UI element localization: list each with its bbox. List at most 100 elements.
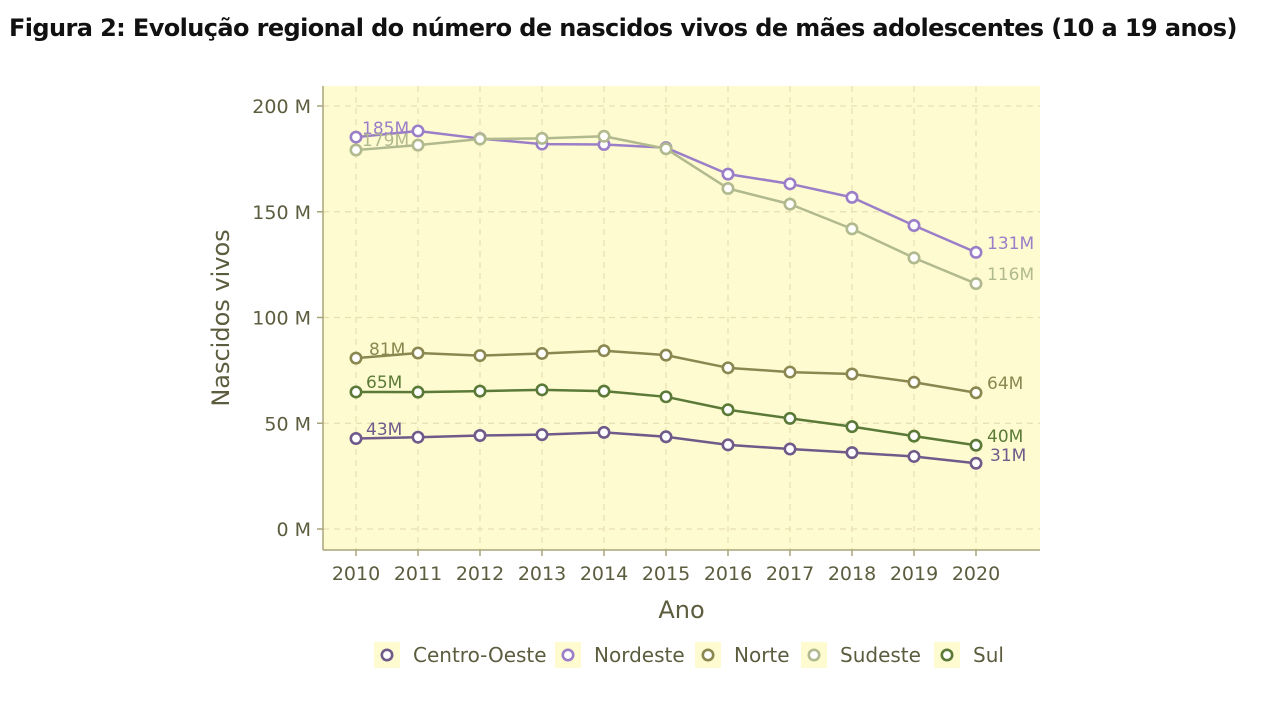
- legend-label-norte: Norte: [734, 643, 790, 667]
- data-point-centro-oeste: [535, 428, 549, 442]
- series-sul: 65M 40M: [349, 373, 1023, 452]
- data-point-centro-oeste: [721, 438, 735, 452]
- y-axis-title: Nascidos vivos: [207, 229, 235, 406]
- data-label-end-sul: 40M: [987, 427, 1023, 447]
- y-axis-ticks: 0 M 50 M 100 M 150 M 200 M: [252, 96, 323, 541]
- data-point-sul: [721, 403, 735, 417]
- series-group: 43M 31M 185M 131M 81M 64M 179M 116M 65M 40M: [349, 119, 1034, 470]
- x-tick-label: 2019: [890, 563, 938, 585]
- y-tick-label: 0 M: [276, 519, 311, 541]
- legend-item-norte: Norte: [695, 642, 790, 668]
- data-point-centro-oeste: [597, 425, 611, 439]
- data-point-sudeste: [845, 222, 859, 236]
- legend-label-sul: Sul: [973, 643, 1004, 667]
- legend-item-centro-oeste: Centro-Oeste: [374, 642, 547, 668]
- legend-marker-sul: [940, 648, 954, 662]
- data-point-sul: [411, 385, 425, 399]
- y-tick-label: 100 M: [252, 308, 311, 330]
- data-point-centro-oeste: [411, 430, 425, 444]
- data-point-sul: [349, 385, 363, 399]
- data-point-centro-oeste: [783, 442, 797, 456]
- data-point-sul: [845, 420, 859, 434]
- data-point-nordeste: [907, 218, 921, 232]
- x-tick-label: 2018: [828, 563, 876, 585]
- data-point-sul: [659, 390, 673, 404]
- legend-label-centro-oeste: Centro-Oeste: [413, 643, 547, 667]
- data-point-sudeste: [535, 131, 549, 145]
- data-point-centro-oeste: [473, 429, 487, 443]
- data-point-sul: [473, 384, 487, 398]
- data-point-centro-oeste: [969, 456, 983, 470]
- x-tick-label: 2011: [394, 563, 442, 585]
- data-point-norte: [783, 365, 797, 379]
- legend-item-sudeste: Sudeste: [801, 642, 921, 668]
- data-point-nordeste: [783, 177, 797, 191]
- legend-marker-norte: [701, 648, 715, 662]
- data-label-start-nordeste: 185M: [362, 119, 409, 139]
- data-point-nordeste: [969, 245, 983, 259]
- x-tick-label: 2012: [456, 563, 504, 585]
- data-point-sul: [597, 384, 611, 398]
- series-norte: 81M 64M: [349, 340, 1023, 400]
- data-point-norte: [659, 348, 673, 362]
- legend-item-sul: Sul: [934, 642, 1004, 668]
- data-point-sudeste: [411, 138, 425, 152]
- data-point-sudeste: [349, 143, 363, 157]
- figure-title: Figura 2: Evolução regional do número de…: [9, 14, 1237, 42]
- x-axis-ticks: 2010 2011 2012 2013 2014 2015 2016 2017 2018 2019…: [332, 550, 1000, 585]
- data-point-centro-oeste: [349, 431, 363, 445]
- data-point-norte: [721, 361, 735, 375]
- data-point-norte: [845, 367, 859, 381]
- data-point-centro-oeste: [845, 446, 859, 460]
- x-tick-label: 2020: [952, 563, 1000, 585]
- data-point-centro-oeste: [907, 449, 921, 463]
- data-point-nordeste: [411, 124, 425, 138]
- data-point-sul: [535, 383, 549, 397]
- x-tick-label: 2014: [580, 563, 628, 585]
- data-point-norte: [597, 344, 611, 358]
- legend-label-sudeste: Sudeste: [840, 643, 921, 667]
- data-point-sudeste: [969, 277, 983, 291]
- data-label-start-sul: 65M: [366, 373, 402, 393]
- data-point-sudeste: [907, 251, 921, 265]
- data-point-sul: [783, 411, 797, 425]
- data-point-norte: [535, 346, 549, 360]
- x-tick-label: 2013: [518, 563, 566, 585]
- x-axis-title: Ano: [658, 596, 704, 624]
- data-point-nordeste: [721, 167, 735, 181]
- data-point-sudeste: [721, 181, 735, 195]
- data-label-end-nordeste: 131M: [987, 234, 1034, 254]
- data-label-start-norte: 81M: [369, 340, 405, 360]
- y-tick-label: 150 M: [252, 202, 311, 224]
- y-tick-label: 200 M: [252, 96, 311, 118]
- data-label-start-sudeste: 179M: [362, 131, 409, 151]
- series-centro-oeste: 43M 31M: [349, 420, 1026, 470]
- x-tick-label: 2010: [332, 563, 380, 585]
- data-point-sul: [907, 429, 921, 443]
- x-tick-label: 2017: [766, 563, 814, 585]
- legend-item-nordeste: Nordeste: [555, 642, 685, 668]
- data-label-end-centro-oeste: 31M: [990, 446, 1026, 466]
- grid-lines: [323, 86, 1040, 550]
- data-point-sudeste: [659, 142, 673, 156]
- data-label-end-norte: 64M: [987, 374, 1023, 394]
- y-tick-label: 50 M: [264, 413, 311, 435]
- data-point-norte: [969, 386, 983, 400]
- data-point-sudeste: [597, 129, 611, 143]
- data-label-end-sudeste: 116M: [987, 265, 1034, 285]
- data-point-nordeste: [845, 190, 859, 204]
- data-point-sudeste: [783, 197, 797, 211]
- data-point-sudeste: [473, 132, 487, 146]
- series-sudeste: 179M 116M: [349, 129, 1034, 291]
- legend: Centro-Oeste Nordeste Norte Sudeste Sul: [374, 642, 1004, 668]
- legend-marker-centro-oeste: [380, 648, 394, 662]
- data-point-centro-oeste: [659, 430, 673, 444]
- data-label-start-centro-oeste: 43M: [366, 420, 402, 440]
- data-point-norte: [349, 351, 363, 365]
- data-point-norte: [473, 349, 487, 363]
- legend-marker-nordeste: [561, 648, 575, 662]
- data-point-norte: [411, 346, 425, 360]
- x-tick-label: 2016: [704, 563, 752, 585]
- legend-label-nordeste: Nordeste: [594, 643, 685, 667]
